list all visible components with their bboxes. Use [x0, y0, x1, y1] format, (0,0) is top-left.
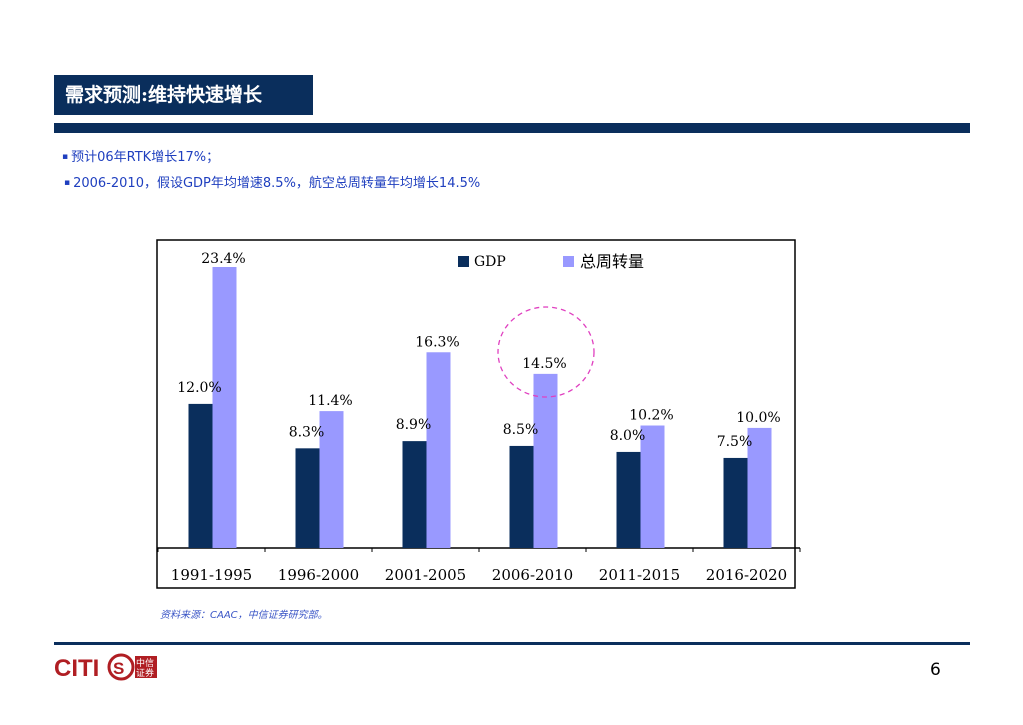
legend-swatch-gdp [458, 256, 469, 267]
bar-gdp-2011-2015 [616, 451, 641, 548]
data-label: 12.0% [177, 380, 221, 396]
bar-gdp-1991-1995 [188, 403, 213, 548]
data-label: 11.4% [308, 393, 352, 409]
data-label: 23.4% [201, 251, 245, 267]
data-label: 7.5% [717, 434, 753, 450]
data-label: 10.0% [736, 410, 780, 426]
legend-label-gdp: GDP [474, 254, 506, 270]
bar-gdp-2016-2020 [723, 457, 748, 548]
svg-text:CITI: CITI [54, 655, 99, 682]
x-tick-label: 2011-2015 [599, 566, 680, 584]
data-label: 8.3% [289, 424, 325, 440]
svg-text:中信: 中信 [136, 657, 154, 669]
data-label: 8.9% [396, 417, 432, 433]
chart-frame [156, 239, 796, 589]
legend: GDP 总周转量 [458, 252, 644, 271]
highlight-circle [497, 306, 595, 398]
svg-text:S: S [113, 659, 124, 678]
footer-rule [54, 642, 970, 645]
page-number: 6 [930, 660, 941, 680]
bullet-text: 预计06年RTK增长17%； [71, 150, 220, 165]
bar-gdp-2006-2010 [509, 445, 534, 548]
bullet-marker: ▪ [62, 152, 69, 162]
data-label: 14.5% [522, 356, 566, 372]
x-tick-label: 2001-2005 [385, 566, 466, 584]
data-label: 8.5% [503, 422, 539, 438]
bar-gdp-2001-2005 [402, 441, 427, 548]
x-tick-labels-group: 1991-1995 1996-2000 2001-2005 2006-2010 2011… [171, 566, 787, 584]
data-label: 16.3% [415, 334, 459, 350]
data-label: 10.2% [629, 408, 673, 424]
bullet-item: ▪ 2006-2010，假设GDP年均增速8.5%，航空总周转量年均增长14.5% [64, 172, 480, 191]
x-tick-label: 1996-2000 [278, 566, 359, 584]
legend-label-rtk: 总周转量 [580, 252, 644, 271]
source-note: 资料来源：CAAC，中信证券研究部。 [160, 610, 328, 621]
x-tick-label: 2016-2020 [706, 566, 787, 584]
x-tick-label: 1991-1995 [171, 566, 252, 584]
data-label: 8.0% [610, 428, 646, 444]
header-rule [54, 123, 970, 133]
bar-rtk-1996-2000 [319, 411, 344, 548]
citics-logo: CITI S 中信 证券 [54, 653, 157, 682]
bar-rtk-2016-2020 [747, 427, 772, 548]
bullet-marker: ▪ [64, 178, 71, 188]
bar-rtk-2011-2015 [640, 425, 665, 548]
bar-rtk-2006-2010 [533, 373, 558, 548]
x-tick-label: 2006-2010 [492, 566, 573, 584]
page-title: 需求预测:维持快速增长 [54, 75, 313, 115]
bar-rtk-1991-1995 [212, 267, 237, 548]
svg-text:证券: 证券 [136, 667, 154, 679]
legend-swatch-rtk [563, 256, 574, 267]
bar-gdp-1996-2000 [295, 448, 320, 548]
bar-rtk-2001-2005 [426, 352, 451, 548]
data-labels-group: 12.0% 23.4% 8.3% 11.4% 8.9% 16.3% 8.5% 14.5% 8.0… [177, 251, 780, 450]
bullet-text: 2006-2010，假设GDP年均增速8.5%，航空总周转量年均增长14.5% [73, 176, 481, 191]
bullet-item: ▪ 预计06年RTK增长17%； [62, 146, 219, 165]
x-axis-ticks [157, 548, 801, 552]
bars-group [188, 267, 772, 548]
